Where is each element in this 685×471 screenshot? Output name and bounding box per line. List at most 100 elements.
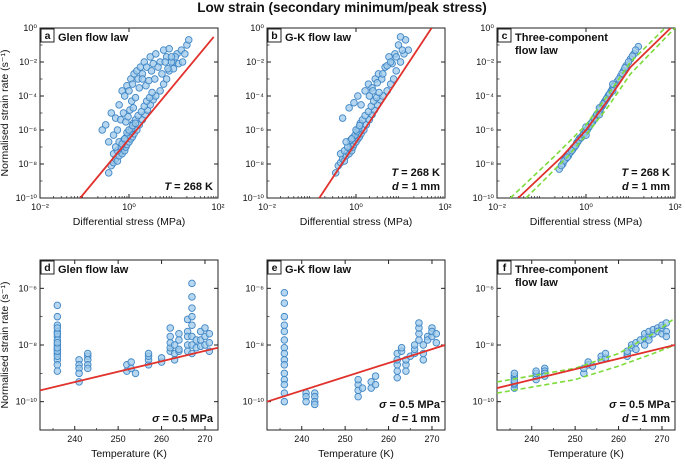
data-point [115,101,123,109]
panel-label-box [497,260,512,275]
data-point [371,372,380,380]
data-point [280,288,289,297]
data-point [175,329,183,338]
data-point [396,58,405,66]
y-tick-label: 10⁻⁸ [245,340,264,350]
x-tick-label: 10⁰ [349,202,363,212]
data-point [398,46,407,54]
panel-title: Three-component [515,32,608,44]
panel-annotation: T = 268 K [164,181,213,193]
panel-label: f [503,262,507,274]
dashed-line [497,344,675,394]
data-point [355,121,364,130]
panel-annotation: σ = 0.5 MPa [152,413,214,425]
panel-annotation: d = 1 mm [392,413,440,425]
data-point [338,114,347,122]
data-points [98,36,193,177]
x-axis-label: Temperature (K) [91,448,167,460]
data-point [280,312,289,321]
y-tick-label: 10⁻⁴ [475,91,494,101]
panel-c: 10⁻² 10⁰ 10² 10⁻¹⁰ 10⁻⁸ 10⁻⁶ 10⁻⁴ 10⁻² 10⁰ Differ… [473,23,682,228]
x-tick-label: 10⁻² [258,202,276,212]
data-point [104,138,113,146]
panel-annotation: d = 1 mm [622,181,670,193]
data-point [354,92,362,100]
panel-title: Three-component [515,264,608,276]
y-tick-label: 10⁻⁶ [246,125,265,135]
panels: 10⁻² 10⁰ 10² 10⁻¹⁰ 10⁻⁸ 10⁻⁶ 10⁻⁴ 10⁻² 10⁰ Differ… [0,23,682,460]
data-point [98,126,106,134]
data-points [280,288,441,409]
x-tick-label: 240 [67,434,82,444]
y-tick-label: 10⁻⁴ [245,91,264,101]
x-tick-label: 10⁻² [488,202,506,212]
data-point [111,143,120,151]
data-point [392,53,400,61]
panel-title: Glen flow law [58,32,129,44]
x-tick-label: 250 [111,434,126,444]
panel-f: 240 250 260 270 10⁻¹⁰ 10⁻⁸ 10⁻⁶ Temperature (K)… [473,259,676,460]
data-point [146,53,154,61]
data-point [415,319,423,327]
data-point [53,324,62,332]
data-point [510,369,519,378]
data-point [166,332,174,341]
data-point [419,341,428,349]
panel-annotation: d = 1 mm [392,181,440,193]
panel-annotation: σ = 0.5 MPa [609,399,671,411]
fit-line [318,28,433,198]
data-point [419,356,428,364]
panel-b: 10⁻² 10⁰ 10² 10⁻¹⁰ 10⁻⁸ 10⁻⁶ 10⁻⁴ 10⁻² 10⁰ Differ… [243,23,452,228]
y-tick-label: 10⁻¹⁰ [243,193,265,203]
x-tick-label: 250 [568,434,583,444]
panel-label-box [40,260,55,275]
data-point [154,63,162,71]
dashed-line [525,28,675,198]
y-tick-label: 10⁰ [23,23,37,33]
data-point [53,301,62,310]
x-axis-label: Differential stress (MPa) [73,216,185,228]
data-point [175,336,183,344]
data-point [347,135,356,143]
y-tick-label: 10⁻¹⁰ [473,193,495,203]
data-point [361,87,369,95]
data-point [379,70,387,78]
data-point [181,50,189,58]
data-point [129,104,138,112]
y-tick-label: 10⁻⁸ [18,159,37,169]
data-point [632,345,640,354]
data-point [345,104,353,112]
dashed-line [497,317,675,383]
y-tick-label: 10⁰ [250,23,264,33]
panel-annotation: T = 268 K [621,167,670,179]
data-point [371,380,380,389]
data-point [142,63,151,71]
panel-annotation: d = 1 mm [622,413,670,425]
data-point [410,341,419,349]
x-tick-label: 10² [438,202,451,212]
y-tick-label: 10⁻⁸ [18,340,37,350]
data-point [280,299,289,307]
y-tick-label: 10⁻⁸ [245,159,264,169]
y-tick-label: 10⁻² [19,57,37,67]
panel-title-line2: flow law [515,277,558,289]
panel-title: G-K flow law [285,264,351,276]
data-point [158,70,166,78]
panel-title-line2: flow law [515,45,558,57]
data-point [386,58,395,66]
data-point [188,293,196,301]
data-point [178,58,187,66]
data-point [161,58,169,66]
data-point [205,329,214,338]
y-tick-label: 10⁻⁶ [476,125,495,135]
x-tick-label: 240 [524,434,539,444]
data-point [144,349,153,358]
data-point [393,373,401,382]
data-point [167,53,176,61]
fit-line [267,344,445,403]
panel-label: b [271,30,277,42]
data-point [188,321,196,329]
data-point [104,169,113,177]
fit-line [497,344,675,389]
